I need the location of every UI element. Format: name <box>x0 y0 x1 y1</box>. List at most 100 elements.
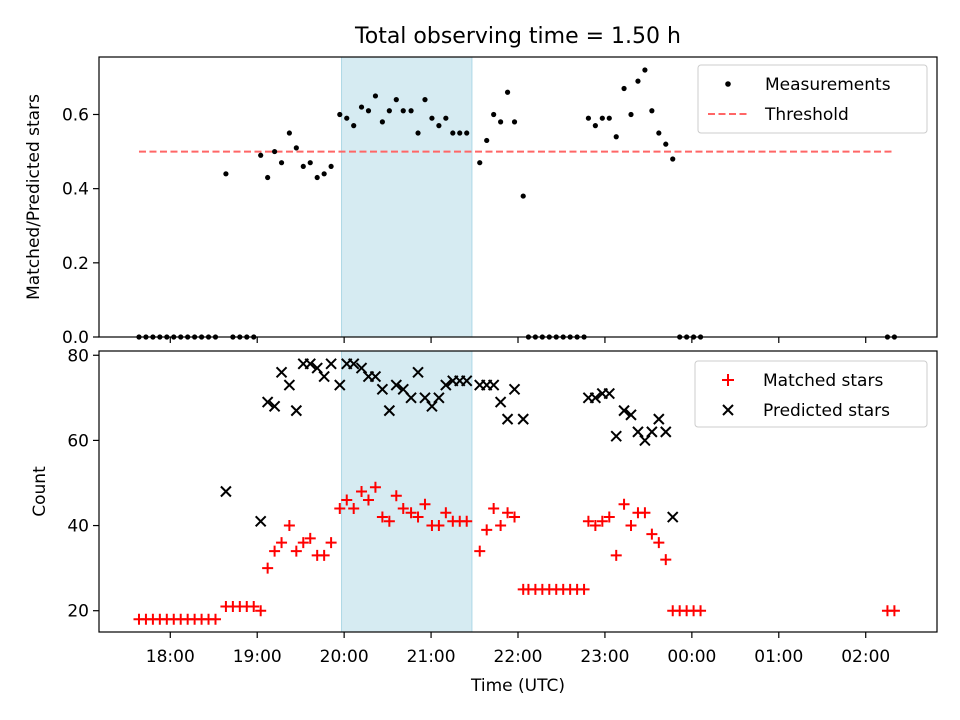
measurement-point <box>351 123 357 129</box>
measurement-point <box>422 97 428 103</box>
matched-star-point <box>248 600 260 612</box>
bottom-xtick-label: 20:00 <box>320 647 369 667</box>
bottom-ytick-label: 60 <box>67 431 89 451</box>
predicted-star-point <box>268 400 281 413</box>
predicted-stars-legend-marker <box>722 404 734 416</box>
bottom-y-axis-label: Count <box>30 466 50 517</box>
predicted-star-point <box>639 434 651 447</box>
matched-star-point <box>348 503 360 515</box>
measurement-point <box>457 130 463 136</box>
predicted-stars-series <box>220 358 679 528</box>
matched-star-point <box>639 507 651 519</box>
matched-star-point <box>390 490 402 502</box>
predicted-star-point <box>461 375 473 387</box>
matched-star-point <box>433 520 445 532</box>
matched-star-point <box>502 507 514 519</box>
predicted-star-point <box>220 485 232 498</box>
bottom-xtick-label: 22:00 <box>494 647 543 667</box>
matched-star-point <box>495 520 507 532</box>
predicted-star-point <box>390 379 403 391</box>
threshold-legend-label: Threshold <box>764 105 849 125</box>
matched-star-point <box>269 545 281 557</box>
matched-star-point <box>304 532 316 544</box>
predicted-star-point <box>589 392 602 404</box>
matched-star-point <box>290 545 302 557</box>
predicted-star-point <box>508 383 521 396</box>
predicted-stars-legend-label: Predicted stars <box>763 401 890 421</box>
predicted-star-point <box>355 362 368 374</box>
measurement-point <box>628 111 634 118</box>
matched-star-point <box>603 511 615 523</box>
matched-star-point <box>262 562 274 574</box>
measurement-point <box>358 104 365 110</box>
predicted-star-point <box>347 358 360 370</box>
measurement-point <box>477 160 483 166</box>
bottom-xtick-label: 00:00 <box>667 647 716 667</box>
bottom-panel: 20 40 60 80 18:00 19:00 20:00 21:00 22:00 23:00 0… <box>30 346 938 696</box>
matched-star-point <box>610 549 622 561</box>
predicted-star-point <box>325 358 337 370</box>
measurement-point <box>520 193 526 199</box>
measurement-point <box>450 130 456 136</box>
top-legend-box <box>697 64 928 134</box>
bottom-ytick-label: 20 <box>67 602 89 622</box>
bottom-xtick-label: 02:00 <box>841 647 890 667</box>
predicted-star-point <box>383 404 396 417</box>
top-ytick-label: 0.4 <box>62 180 89 200</box>
matched-star-point <box>653 537 665 549</box>
chart-title: Total observing time = 1.50 h <box>354 24 681 49</box>
matched-star-point <box>578 583 590 595</box>
matched-star-point <box>369 481 381 493</box>
measurement-point <box>293 145 299 151</box>
top-observing-window-span <box>341 56 473 338</box>
measurement-point <box>642 67 648 73</box>
matched-star-point <box>334 503 346 515</box>
predicted-star-point <box>517 413 529 425</box>
predicted-star-point <box>318 370 330 383</box>
top-panel: 0.0 0.2 0.4 0.6 Matched/Predicted stars Mea… <box>24 56 938 348</box>
measurement-point <box>649 108 655 114</box>
measurement-point <box>408 108 414 114</box>
predicted-star-point <box>311 362 323 374</box>
measurement-point <box>300 163 306 170</box>
matched-star-point <box>596 515 608 527</box>
measurement-point <box>337 111 343 118</box>
predicted-star-point <box>283 379 296 391</box>
predicted-star-point <box>487 379 500 391</box>
measurement-point <box>484 137 490 144</box>
matched-star-point <box>481 524 493 536</box>
matched-star-point <box>440 507 452 519</box>
matched-stars-series <box>133 481 900 625</box>
measurement-point <box>307 160 313 166</box>
bottom-xtick-label: 23:00 <box>580 647 629 667</box>
measurement-point <box>635 78 641 84</box>
bottom-xtick-label: 01:00 <box>754 647 803 667</box>
matched-star-point <box>582 515 594 527</box>
measurement-point <box>585 115 592 121</box>
measurement-point <box>606 115 612 121</box>
bottom-x-axis-label: Time (UTC) <box>470 676 565 696</box>
measurement-point <box>498 119 504 125</box>
matched-star-point <box>276 537 288 549</box>
predicted-star-point <box>412 366 424 378</box>
measurement-point <box>599 115 605 121</box>
measurement-point <box>286 130 292 136</box>
bottom-x-axis-ticks: 18:00 19:00 20:00 21:00 22:00 23:00 00:00 01:00… <box>146 632 890 667</box>
matched-stars-legend-marker <box>722 374 734 386</box>
bottom-legend: Matched stars Predicted stars <box>694 360 928 428</box>
predicted-star-point <box>254 515 267 528</box>
measurement-point <box>321 171 327 177</box>
matched-star-point <box>695 605 707 617</box>
predicted-star-point <box>440 379 452 391</box>
matched-stars-legend-label: Matched stars <box>763 371 883 391</box>
predicted-star-point <box>618 404 630 417</box>
predicted-star-point <box>426 400 438 413</box>
predicted-star-point <box>369 370 382 383</box>
measurement-point <box>511 119 518 125</box>
matched-star-point <box>509 511 521 523</box>
matched-star-point <box>405 507 417 519</box>
top-y-axis-ticks: 0.0 0.2 0.4 0.6 <box>62 105 99 348</box>
top-x-axis-ticks <box>169 337 867 343</box>
measurement-point <box>258 152 264 158</box>
